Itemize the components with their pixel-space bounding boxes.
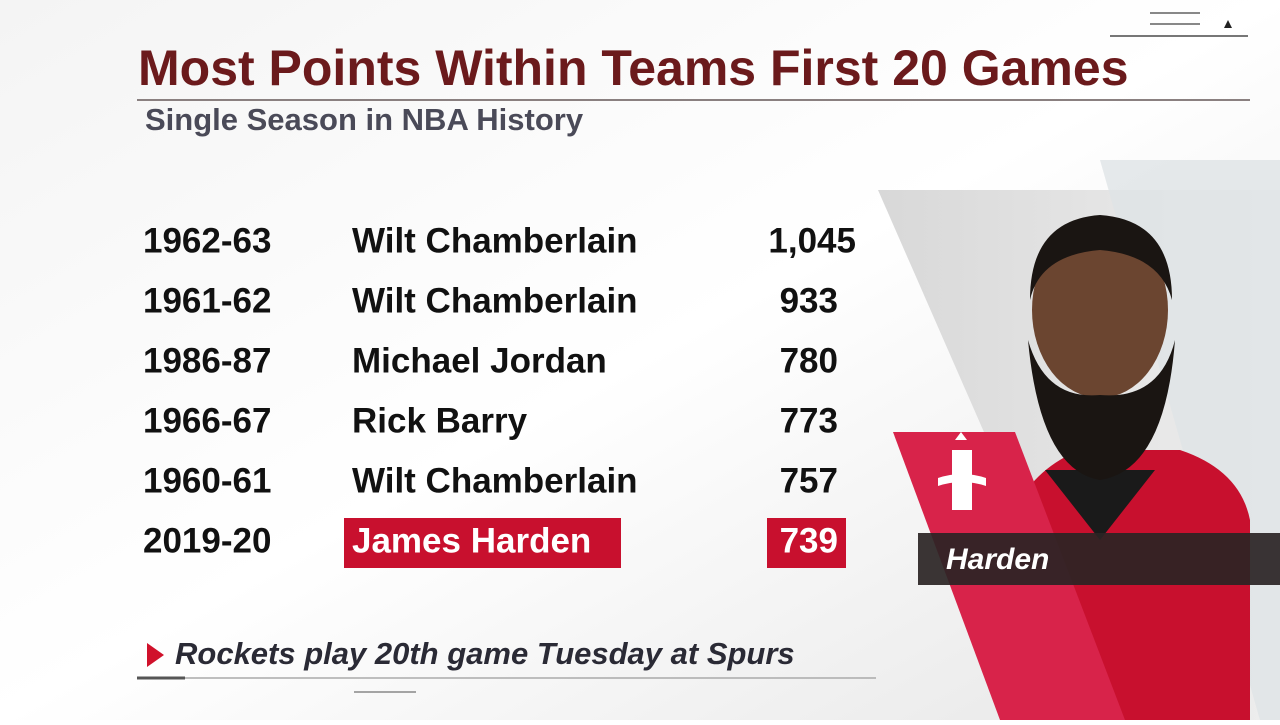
highlight-box xyxy=(344,518,621,568)
player: Rick Barry xyxy=(352,401,528,440)
player: Wilt Chamberlain xyxy=(352,281,638,320)
player: Wilt Chamberlain xyxy=(352,461,638,500)
points: 757 xyxy=(780,461,838,500)
decor-arrow xyxy=(1224,20,1232,28)
season: 2019-20 xyxy=(143,521,271,560)
team-logo xyxy=(938,432,986,510)
points: 933 xyxy=(780,281,838,320)
player: James Harden xyxy=(352,521,591,560)
season: 1966-67 xyxy=(143,401,271,440)
player: Michael Jordan xyxy=(352,341,607,380)
points: 780 xyxy=(780,341,838,380)
points: 1,045 xyxy=(768,221,856,260)
table: 1962-63 Wilt Chamberlain 1,045 1961-62 Wilt … xyxy=(143,221,856,568)
points: 773 xyxy=(780,401,838,440)
caption-bar xyxy=(918,533,1280,585)
title: Most Points Within Teams First 20 Games xyxy=(138,40,1129,96)
photo-caption: Harden xyxy=(946,543,1049,576)
season: 1960-61 xyxy=(143,461,271,500)
footnote: Rockets play 20th game Tuesday at Spurs xyxy=(175,636,795,671)
footnote-marker xyxy=(147,643,164,667)
points: 739 xyxy=(780,521,838,560)
season: 1961-62 xyxy=(143,281,271,320)
season: 1962-63 xyxy=(143,221,271,260)
season: 1986-87 xyxy=(143,341,271,380)
subtitle: Single Season in NBA History xyxy=(145,102,584,137)
player: Wilt Chamberlain xyxy=(352,221,638,260)
highlight-box xyxy=(767,518,846,568)
